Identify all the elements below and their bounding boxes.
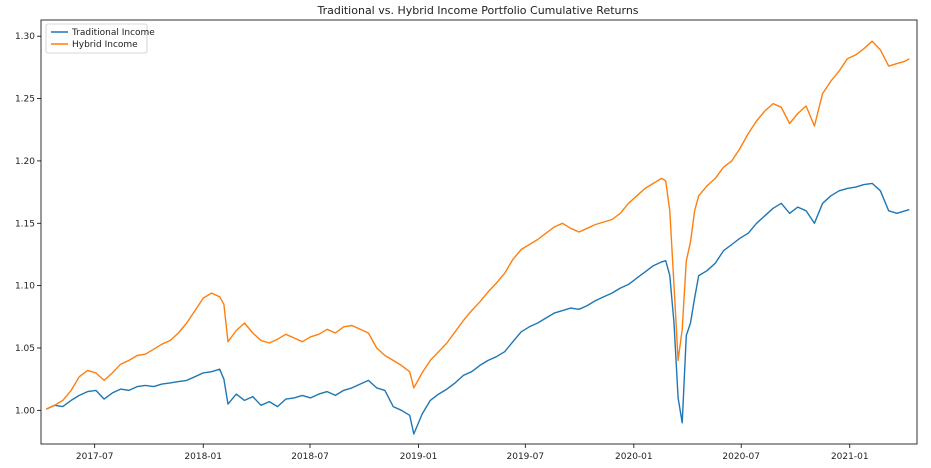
series-line-hybrid-income [46,40,910,410]
plot-lines [46,40,910,435]
y-tick-label: 1.25 [15,95,35,105]
y-axis: 1.00 1.05 1.10 1.15 1.20 1.25 1.30 [15,32,41,416]
legend: Traditional Income Hybrid Income [45,23,155,54]
x-tick-label: 2018-01 [184,452,222,462]
x-tick-label: 2018-07 [291,452,329,462]
plot-frame [40,19,918,445]
y-tick-label: 1.10 [15,282,35,292]
x-tick-label: 2019-07 [507,452,545,462]
legend-label: Traditional Income [71,28,155,38]
legend-label: Hybrid Income [72,40,138,50]
x-tick-label: 2020-07 [722,452,760,462]
chart-title: Traditional vs. Hybrid Income Portfolio … [316,4,638,17]
x-tick-label: 2021-01 [831,452,869,462]
y-tick-label: 1.15 [15,219,35,229]
x-axis: 2017-07 2018-01 2018-07 2019-01 2019-07 2020-… [76,444,869,462]
x-tick-label: 2017-07 [76,452,114,462]
y-tick-label: 1.30 [15,32,35,42]
legend-box [45,23,148,54]
y-tick-label: 1.00 [15,406,35,416]
series-line-traditional-income [46,182,910,435]
x-tick-label: 2020-01 [615,452,653,462]
x-tick-label: 2019-01 [400,452,438,462]
y-tick-label: 1.20 [15,157,35,167]
y-tick-label: 1.05 [15,344,35,354]
